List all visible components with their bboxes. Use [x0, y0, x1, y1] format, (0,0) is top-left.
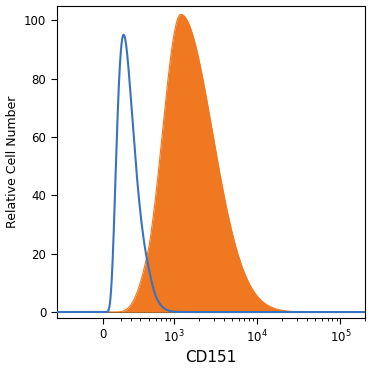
X-axis label: CD151: CD151	[186, 351, 237, 365]
Y-axis label: Relative Cell Number: Relative Cell Number	[6, 95, 19, 228]
